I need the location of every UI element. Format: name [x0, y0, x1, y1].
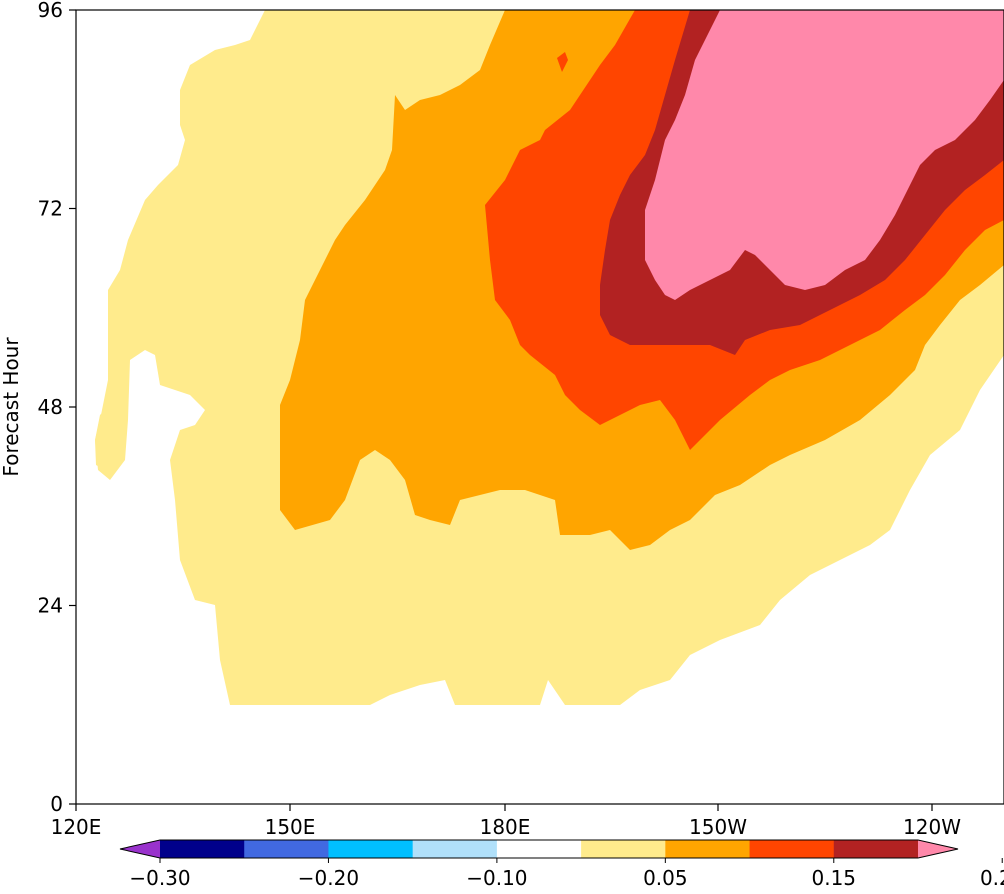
colorbar-swatch	[833, 840, 919, 858]
x-tick-label: 120W	[903, 815, 961, 839]
colorbar: −0.30 −0.20 −0.10 0.05 0.15 0.25	[119, 839, 1004, 890]
y-tick-label: 96	[38, 0, 63, 22]
x-tick-label: 150E	[265, 815, 316, 839]
x-tick-label: 180E	[480, 815, 531, 839]
y-tick-label: 24	[38, 594, 63, 618]
colorbar-swatch	[412, 840, 498, 858]
y-axis: 0 24 48 72 96	[38, 0, 76, 816]
contour-fill-level-3b	[557, 52, 568, 72]
y-axis-title: Forecast Hour	[0, 337, 23, 477]
y-tick-label: 72	[38, 197, 63, 221]
colorbar-extend-high	[918, 840, 958, 858]
colorbar-tick-label: 0.05	[643, 866, 688, 890]
colorbar-swatch	[581, 840, 666, 858]
y-tick-label: 0	[50, 792, 63, 816]
y-tick-label: 48	[38, 395, 63, 419]
colorbar-swatch	[496, 840, 582, 858]
colorbar-tick-label: 0.15	[812, 866, 857, 890]
colorbar-swatch	[160, 840, 245, 858]
colorbar-tick-label: 0.25	[980, 866, 1004, 890]
x-tick-label: 150W	[689, 815, 747, 839]
colorbar-swatch	[665, 840, 751, 858]
contour-fill-level-5	[645, 10, 1004, 300]
colorbar-swatch	[328, 840, 414, 858]
contour-field	[95, 10, 1004, 705]
x-axis: 120E 150E 180E 150W 120W	[51, 804, 961, 839]
colorbar-tick-label: −0.30	[129, 866, 190, 890]
colorbar-swatch	[244, 840, 329, 858]
contour-fill-level-1b	[95, 405, 118, 470]
colorbar-tick-label: −0.20	[298, 866, 359, 890]
colorbar-extend-low	[120, 840, 160, 858]
colorbar-swatch	[749, 840, 835, 858]
colorbar-tick-label: −0.10	[466, 866, 527, 890]
x-tick-label: 120E	[51, 815, 102, 839]
